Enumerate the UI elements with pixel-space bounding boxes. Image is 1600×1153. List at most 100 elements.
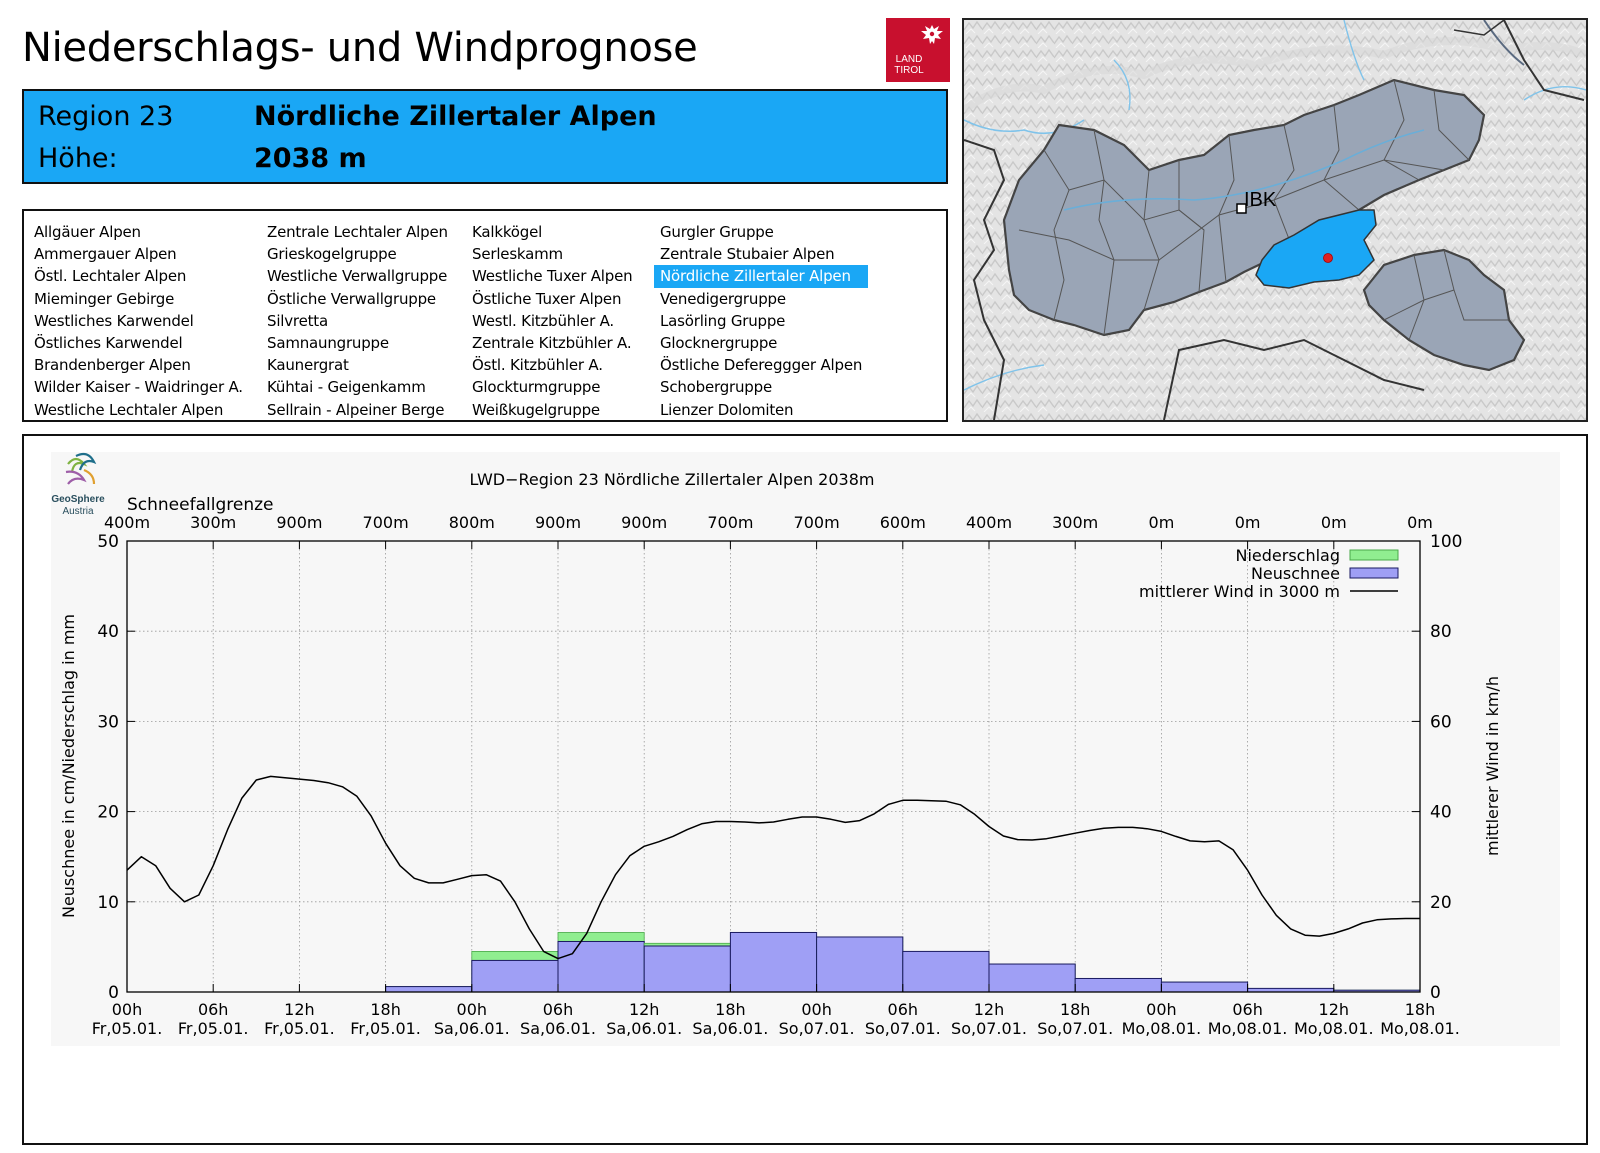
- region-list-item[interactable]: Kühtai - Geigenkamm: [267, 378, 426, 397]
- geosphere-logo-line2: Austria: [62, 506, 94, 517]
- region-list-item[interactable]: Venedigergruppe: [660, 289, 786, 308]
- x-tick-hour: 06h: [888, 1000, 919, 1019]
- y2-tick-label: 80: [1430, 622, 1452, 642]
- region-list-item[interactable]: Westliche Lechtaler Alpen: [34, 400, 224, 419]
- river: [1113, 59, 1131, 111]
- x-tick-hour: 06h: [198, 1000, 229, 1019]
- region-list-item[interactable]: Silvretta: [267, 311, 328, 330]
- region-list: Allgäuer Alpen Ammergauer Alpen Östl. Le…: [22, 209, 948, 422]
- neuschnee-bar: [471, 959, 559, 993]
- region-list-item[interactable]: Östliches Karwendel: [34, 333, 183, 352]
- snowline-label: 400m: [966, 513, 1012, 532]
- region-list-item[interactable]: Serleskamm: [472, 245, 563, 264]
- grid-layer: [127, 541, 1421, 992]
- neuschnee-bar: [385, 986, 473, 993]
- region-list-item[interactable]: Brandenberger Alpen: [34, 356, 191, 375]
- snowline-title: Schneefallgrenze: [127, 495, 273, 515]
- y-tick-label: 30: [97, 712, 119, 732]
- region-list-item[interactable]: Glocknergruppe: [660, 333, 778, 352]
- y-axis-title: Neuschnee in cm/Niederschlag in mm: [59, 614, 78, 918]
- region-list-item[interactable]: Kaunergrat: [267, 356, 349, 375]
- region-list-item[interactable]: Wilder Kaiser - Waidringer A.: [34, 378, 243, 397]
- wind-layer: [126, 775, 1420, 960]
- neuschnee-bar: [1074, 977, 1162, 993]
- y2-tick-label: 20: [1430, 893, 1452, 913]
- y2-tick-label: 60: [1430, 712, 1452, 732]
- osttirol-area: [1362, 248, 1526, 372]
- neuschnee-bar: [729, 931, 818, 993]
- region-list-item[interactable]: Östliche Verwallgruppe: [267, 289, 436, 308]
- region-list-item[interactable]: Zentrale Lechtaler Alpen: [267, 223, 448, 241]
- region-list-item[interactable]: Mieminger Gebirge: [34, 289, 175, 308]
- region-list-item[interactable]: Östliche Defereggger Alpen: [660, 356, 863, 375]
- region-list-item[interactable]: Lasörling Gruppe: [660, 311, 786, 330]
- chart-title: LWD−Region 23 Nördliche Zillertaler Alpe…: [470, 470, 875, 489]
- neuschnee-bar: [902, 950, 990, 993]
- height-value: 2038 m: [254, 143, 367, 174]
- tirol-map: IBK: [964, 20, 1586, 420]
- region-list-item[interactable]: Westliches Karwendel: [34, 311, 194, 330]
- snowline-label: 600m: [880, 513, 926, 532]
- legend-label: Neuschnee: [1251, 564, 1340, 583]
- region-name: Nördliche Zillertaler Alpen: [254, 101, 657, 132]
- neuschnee-bar: [816, 936, 904, 993]
- region-list-item[interactable]: Östl. Lechtaler Alpen: [34, 267, 187, 286]
- region-list-item[interactable]: Gurgler Gruppe: [660, 223, 774, 241]
- region-list-item[interactable]: Weißkugelgruppe: [472, 400, 600, 419]
- geosphere-logo-line1: GeoSphere: [51, 494, 105, 505]
- x-tick-hour: 18h: [715, 1000, 746, 1019]
- region-list-column-1: Allgäuer Alpen Ammergauer Alpen Östl. Le…: [34, 221, 249, 421]
- region-list-item-selected[interactable]: Nördliche Zillertaler Alpen: [654, 265, 869, 288]
- river: [1523, 85, 1586, 101]
- region-list-item[interactable]: Zentrale Kitzbühler A.: [472, 333, 632, 352]
- region-list-column-2: Zentrale Lechtaler Alpen Grieskogelgrupp…: [267, 221, 454, 421]
- x-tick-date: So,07.01.: [1037, 1019, 1113, 1038]
- snowline-label: 0m: [1235, 513, 1261, 532]
- river: [1343, 20, 1365, 81]
- x-tick-date: Sa,06.01.: [692, 1019, 768, 1038]
- x-tick-date: Fr,05.01.: [350, 1019, 421, 1038]
- region-list-item[interactable]: Westliche Verwallgruppe: [267, 267, 448, 286]
- x-tick-date: Mo,08.01.: [1380, 1019, 1460, 1038]
- y-tick-label: 0: [108, 983, 119, 1003]
- region-list-item[interactable]: Allgäuer Alpen: [34, 223, 141, 241]
- y-tick-label: 10: [97, 893, 119, 913]
- snowline-label: 300m: [190, 513, 236, 532]
- x-tick-date: Sa,06.01.: [434, 1019, 510, 1038]
- x-tick-hour: 06h: [543, 1000, 574, 1019]
- region-list-item[interactable]: Westliche Tuxer Alpen: [472, 267, 633, 286]
- region-list-item[interactable]: Glockturmgruppe: [472, 378, 601, 397]
- legend-label: mittlerer Wind in 3000 m: [1139, 582, 1340, 601]
- region-list-item[interactable]: Lienzer Dolomiten: [660, 400, 794, 419]
- region-list-item[interactable]: Zentrale Stubaier Alpen: [660, 245, 835, 264]
- selected-region-marker: [1323, 253, 1333, 263]
- region-list-item[interactable]: Sellrain - Alpeiner Berge: [267, 400, 445, 419]
- x-tick-date: So,07.01.: [865, 1019, 941, 1038]
- forecast-chart: GeoSphere Austria LWD−Region 23 Nördlich…: [51, 452, 1560, 1046]
- x-tick-hour: 00h: [457, 1000, 488, 1019]
- region-list-item[interactable]: Östliche Tuxer Alpen: [472, 289, 622, 308]
- y-tick-label: 40: [97, 622, 119, 642]
- x-tick-hour: 00h: [1146, 1000, 1177, 1019]
- region-map[interactable]: IBK: [962, 18, 1588, 422]
- region-list-item[interactable]: Ammergauer Alpen: [34, 245, 177, 264]
- region-list-item[interactable]: Östl. Kitzbühler A.: [472, 356, 603, 375]
- y-tick-label: 20: [97, 803, 119, 823]
- x-tick-date: Mo,08.01.: [1294, 1019, 1374, 1038]
- selected-region-area[interactable]: [1255, 209, 1377, 289]
- region-list-item[interactable]: Samnaungruppe: [267, 333, 389, 352]
- x-tick-hour: 00h: [112, 1000, 143, 1019]
- eagle-icon: [921, 25, 943, 44]
- snowline-label: 300m: [1052, 513, 1098, 532]
- region-list-item[interactable]: Kalkkögel: [472, 223, 543, 241]
- region-info-box: Region 23 Nördliche Zillertaler Alpen Hö…: [22, 89, 948, 184]
- region-list-item[interactable]: Grieskogelgruppe: [267, 245, 397, 264]
- snowline-label: 900m: [276, 513, 322, 532]
- logo-line1: LAND: [895, 54, 923, 65]
- x-tick-hour: 12h: [974, 1000, 1005, 1019]
- region-list-item[interactable]: Westl. Kitzbühler A.: [472, 311, 614, 330]
- region-list-item[interactable]: Schobergruppe: [660, 378, 772, 397]
- bars-layer: [385, 931, 1421, 993]
- snowline-label: 0m: [1321, 513, 1347, 532]
